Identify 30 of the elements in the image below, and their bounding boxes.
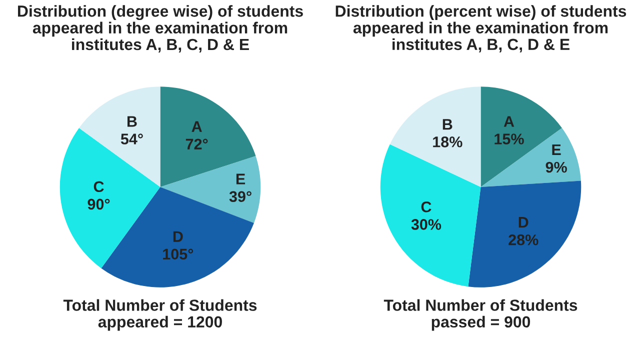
slice-label: B [128,116,137,127]
data-label: 72° [186,138,208,150]
slice-label: A [192,121,202,132]
data-label: 15% [494,134,524,144]
pie-slice [468,180,582,288]
slice-label: E [236,174,246,184]
data-label: 28% [508,234,538,246]
slice-label: D [518,217,528,228]
slice-label: D [173,231,183,242]
data-label: 90° [88,198,110,210]
slice-label: C [421,201,432,212]
pie-slice [480,128,581,187]
slice-label: B [442,119,452,130]
data-label: 9% [546,162,567,173]
pie-slice [160,156,261,223]
text: Total Number of Students passed = 900 [384,299,578,331]
data-label: 30% [411,219,442,230]
pie-slice [160,86,256,187]
data-label: 54° [120,134,143,144]
data-label: 39° [229,191,252,202]
slice-label: E [552,144,561,155]
data-label: 18% [433,136,462,148]
slice-label: C [94,181,104,192]
chart-title: Distribution (percent wise) of students appeared in the examination from institutes A, B, C, D & E [336,5,626,52]
pie-slice [60,128,160,268]
text: Total Number of Students appeared = 1200 [63,299,257,331]
pie-slice [390,86,481,187]
slice-label: A [504,116,514,127]
data-label: 105° [163,248,194,260]
chart-title: Distribution (degree wise) of students appeared in the examination from institutes A, B, C, D & E [18,5,303,52]
